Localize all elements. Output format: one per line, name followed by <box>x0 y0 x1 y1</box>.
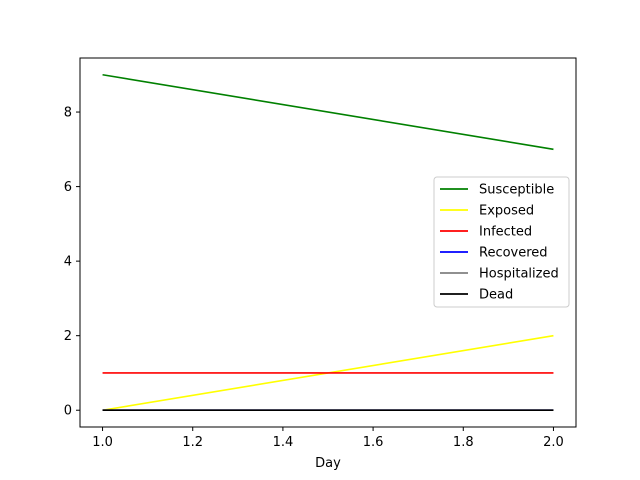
legend-label-infected: Infected <box>479 225 532 240</box>
x-tick-label: 1.4 <box>273 435 294 450</box>
y-tick-label: 8 <box>64 106 72 121</box>
y-tick-label: 0 <box>64 404 72 419</box>
y-tick-label: 6 <box>64 180 72 195</box>
legend-label-exposed: Exposed <box>479 204 534 219</box>
y-tick-label: 4 <box>64 255 72 270</box>
legend: Susceptible Exposed Infected Recovered Hospi… <box>433 176 570 308</box>
x-tick-label: 2.0 <box>543 435 564 450</box>
y-axis-ticks: 0 2 4 6 8 <box>64 106 80 419</box>
series-line-susceptible <box>102 73 554 151</box>
y-tick-label: 2 <box>64 329 72 344</box>
legend-label-susceptible: Susceptible <box>479 183 554 198</box>
x-tick-label: 1.8 <box>453 435 474 450</box>
x-tick-label: 1.6 <box>363 435 384 450</box>
series-layer <box>102 73 554 412</box>
x-axis-ticks: 1.0 1.2 1.4 1.6 1.8 2.0 <box>92 427 564 450</box>
legend-label-dead: Dead <box>479 288 513 303</box>
legend-label-hospitalized: Hospitalized <box>479 267 559 282</box>
x-tick-label: 1.2 <box>182 435 203 450</box>
plot-frame <box>79 57 577 428</box>
x-tick-label: 1.0 <box>92 435 113 450</box>
x-axis-label: Day <box>315 456 341 471</box>
legend-label-recovered: Recovered <box>479 246 548 261</box>
